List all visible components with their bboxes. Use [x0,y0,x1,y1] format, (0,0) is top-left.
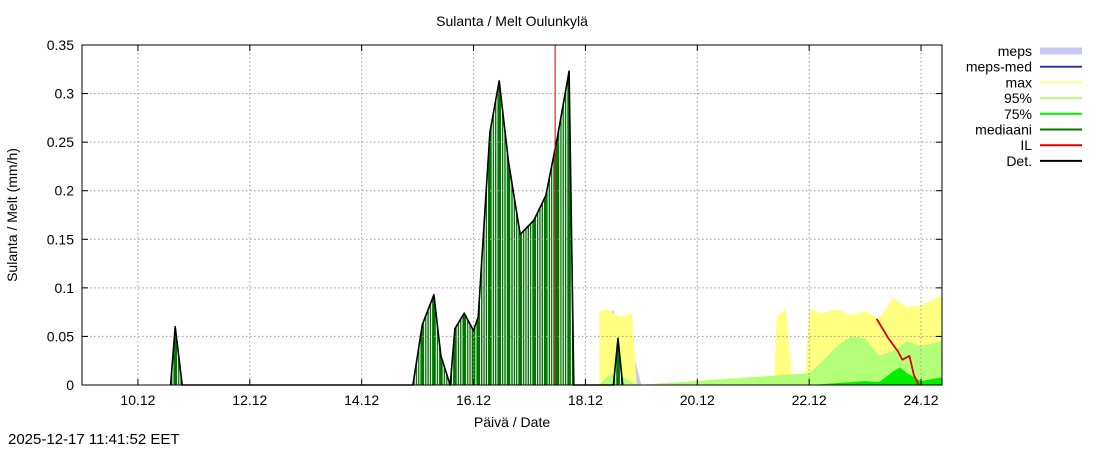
series-mediaani-area [170,71,623,385]
axis-ticks: 0 0.05 0.1 0.15 0.2 0.25 0.3 0.35 10.12 12.12 14.1… [47,37,942,408]
x-tick-label: 22.12 [792,392,827,408]
y-tick-label: 0.15 [47,231,74,247]
legend-label-det: Det. [1006,153,1032,169]
x-tick-label: 12.12 [232,392,267,408]
y-axis-label: Sulanta / Melt (mm/h) [4,148,20,282]
y-tick-label: 0.3 [55,86,75,102]
chart-title: Sulanta / Melt Oulunkylä [436,13,588,29]
y-tick-label: 0.35 [47,37,74,53]
y-tick-label: 0 [66,377,74,393]
grid [82,45,942,385]
series-il-line [875,318,920,386]
legend-label-mediaani: mediaani [975,122,1032,138]
x-axis-label: Päivä / Date [474,414,550,430]
series-75pct-area [809,367,942,385]
legend-label-meps-med: meps-med [966,59,1032,75]
series-lines [169,70,920,386]
x-tick-label: 10.12 [120,392,155,408]
y-tick-label: 0.1 [55,280,75,296]
series-det-line [169,70,624,386]
legend-label-meps: meps [998,43,1032,59]
x-tick-label: 24.12 [904,392,939,408]
x-tick-label: 20.12 [680,392,715,408]
x-tick-label: 14.12 [344,392,379,408]
plot-frame [81,44,943,386]
legend-label-95pct: 95% [1004,90,1032,106]
x-tick-label: 18.12 [568,392,603,408]
y-tick-label: 0.05 [47,328,74,344]
legend-label-max: max [1006,74,1032,90]
timestamp: 2025-12-17 11:41:52 EET [8,431,180,448]
series-95pct-area [599,336,942,385]
series-fills [170,71,942,385]
x-tick-label: 16.12 [456,392,491,408]
legend-swatch-meps [1040,47,1082,55]
y-tick-label: 0.25 [47,134,74,150]
y-tick-label: 0.2 [55,183,75,199]
legend-label-il: IL [1020,137,1032,153]
legend-label-75pct: 75% [1004,106,1032,122]
